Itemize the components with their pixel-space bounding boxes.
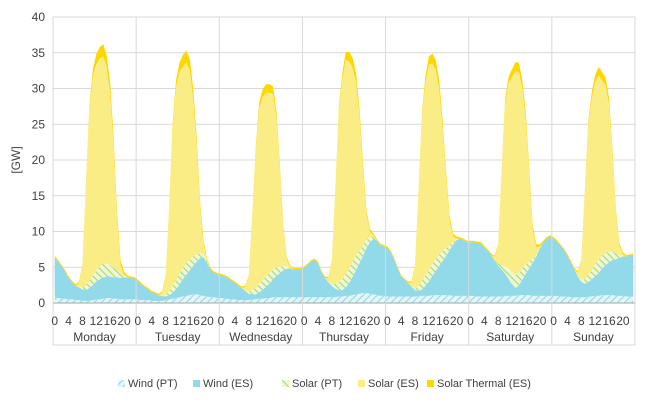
y-tick-label-5: 5 [38,260,45,274]
x-tick-label-tuesday-8: 8 [162,314,169,328]
day-label-tuesday: Tuesday [155,330,201,344]
x-tick-label-tuesday-0: 0 [135,314,142,328]
area-wind-es [54,236,634,301]
x-tick-label-wednesday-20: 20 [284,314,298,328]
x-tick-label-wednesday-16: 16 [270,314,284,328]
y-tick-label-25: 25 [32,117,46,131]
area-solar-pt [54,236,634,297]
x-tick-label-monday-12: 12 [90,314,104,328]
x-tick-label-sunday-20: 20 [616,314,630,328]
legend-swatch [118,380,125,387]
y-tick-label-0: 0 [38,296,45,310]
day-label-friday: Friday [410,330,443,344]
x-tick-label-sunday-16: 16 [602,314,616,328]
x-tick-label-friday-20: 20 [450,314,464,328]
y-axis: 0 5 10 15 20 25 30 35 40 [32,10,46,310]
legend-item-solar-thermal-es: Solar Thermal (ES) [427,378,531,390]
legend-label: Solar Thermal (ES) [437,378,531,390]
day-label-monday: Monday [73,330,116,344]
x-tick-label-friday-16: 16 [436,314,450,328]
x-tick-label-saturday-16: 16 [519,314,533,328]
x-tick-label-wednesday-0: 0 [218,314,225,328]
x-tick-label-tuesday-20: 20 [200,314,214,328]
x-tick-label-friday-12: 12 [422,314,436,328]
legend-label: Wind (ES) [203,378,253,390]
y-tick-label-10: 10 [32,225,46,239]
x-tick-label-sunday-8: 8 [578,314,585,328]
area-solar-es [54,56,634,297]
legend-swatch [358,380,365,387]
x-tick-label-friday-0: 0 [384,314,391,328]
x-tick-label-monday-4: 4 [65,314,72,328]
legend-swatch [282,380,289,387]
x-tick-label-saturday-20: 20 [533,314,547,328]
day-label-wednesday: Wednesday [229,330,292,344]
x-tick-label-thursday-12: 12 [339,314,353,328]
x-tick-label-wednesday-4: 4 [232,314,239,328]
x-tick-label-sunday-4: 4 [564,314,571,328]
x-tick-label-thursday-4: 4 [315,314,322,328]
day-label-thursday: Thursday [319,330,369,344]
x-tick-label-tuesday-16: 16 [187,314,201,328]
x-tick-label-sunday-12: 12 [588,314,602,328]
x-tick-label-monday-8: 8 [79,314,86,328]
area-series [54,44,634,303]
day-label-sunday: Sunday [573,330,614,344]
x-tick-label-friday-4: 4 [398,314,405,328]
y-tick-label-15: 15 [32,189,46,203]
legend-label: Wind (PT) [128,378,178,390]
legend-label: Solar (ES) [368,378,419,390]
y-axis-title: [GW] [9,146,23,173]
y-tick-label-20: 20 [32,153,46,167]
x-tick-label-thursday-0: 0 [301,314,308,328]
legend-item-wind-pt: Wind (PT) [118,378,178,390]
legend-label: Solar (PT) [292,378,342,390]
legend-item-solar-pt: Solar (PT) [282,378,342,390]
x-tick-label-monday-0: 0 [51,314,58,328]
x-tick-label-tuesday-12: 12 [173,314,187,328]
legend-item-solar-es: Solar (ES) [358,378,419,390]
x-tick-label-sunday-0: 0 [550,314,557,328]
legend: Wind (PT) Wind (ES) Solar (PT) Solar (ES) So… [118,378,531,390]
x-tick-label-monday-16: 16 [103,314,117,328]
x-tick-label-saturday-0: 0 [467,314,474,328]
x-tick-label-thursday-8: 8 [329,314,336,328]
legend-swatch [427,380,434,387]
y-tick-label-30: 30 [32,82,46,96]
x-tick-label-monday-20: 20 [117,314,131,328]
x-tick-label-thursday-16: 16 [353,314,367,328]
x-tick-label-wednesday-8: 8 [245,314,252,328]
y-tick-label-40: 40 [32,10,46,24]
x-tick-label-wednesday-12: 12 [256,314,270,328]
area-wind-pt [54,292,634,303]
x-tick-label-saturday-12: 12 [505,314,519,328]
legend-item-wind-es: Wind (ES) [193,378,253,390]
day-label-saturday: Saturday [486,330,534,344]
x-tick-label-saturday-4: 4 [481,314,488,328]
x-tick-label-tuesday-4: 4 [148,314,155,328]
x-tick-label-thursday-20: 20 [367,314,381,328]
x-tick-label-saturday-8: 8 [495,314,502,328]
legend-swatch [193,380,200,387]
y-tick-label-35: 35 [32,46,46,60]
area-solar-thermal-es [54,44,634,296]
x-tick-label-friday-8: 8 [412,314,419,328]
